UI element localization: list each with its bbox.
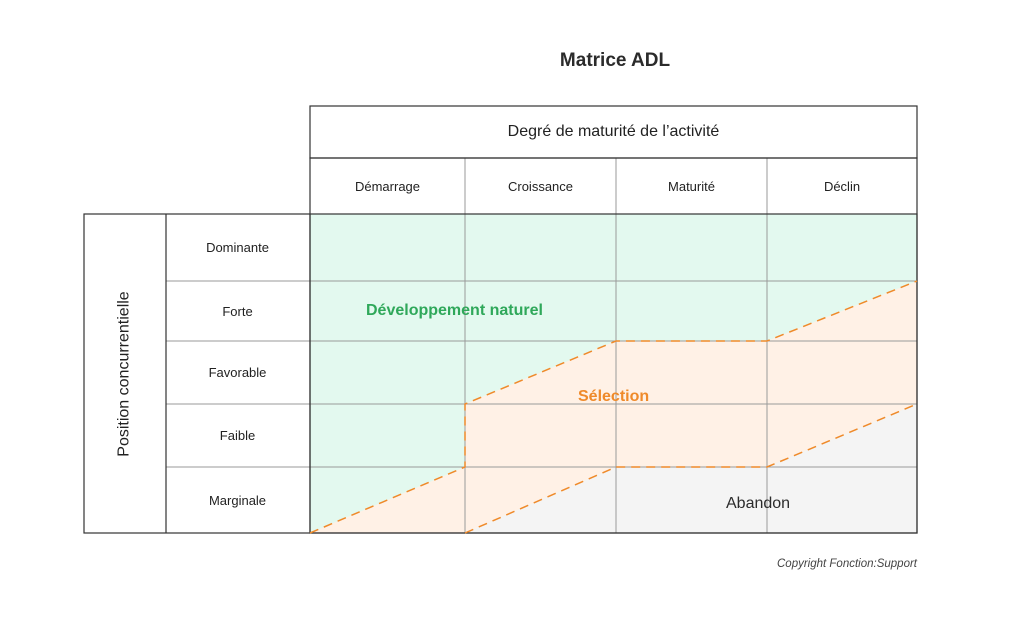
lower-boundary xyxy=(464,403,918,534)
zone-label-development: Développement naturel xyxy=(366,302,543,319)
column-header-croissance: Croissance xyxy=(507,178,574,194)
column-header-demarrage: Démarrage xyxy=(354,178,421,194)
copyright-notice: Copyright Fonction:Support xyxy=(777,558,917,570)
grid-lines xyxy=(166,158,917,533)
column-header-declin: Déclin xyxy=(823,178,861,194)
selection-zone xyxy=(310,281,917,533)
page-title: Matrice ADL xyxy=(559,50,671,71)
column-header-maturite: Maturité xyxy=(668,178,715,194)
zone-boundaries xyxy=(309,280,918,534)
row-header-faible: Faible xyxy=(219,428,256,443)
matrix-borders xyxy=(83,105,918,534)
maturity-header: Degré de maturité de l’activité xyxy=(507,123,720,140)
competitive-position-text: Position concurrentielle xyxy=(115,290,133,457)
upper-boundary xyxy=(309,280,918,534)
zone-label-abandon: Abandon xyxy=(726,495,791,512)
row-header-favorable: Favorable xyxy=(208,365,267,380)
row-header-marginale: Marginale xyxy=(208,492,267,508)
row-header-dominante: Dominante xyxy=(206,240,269,255)
competitive-position-label: Position concurrentielle xyxy=(84,214,165,533)
abandon-zone xyxy=(465,404,917,533)
row-header-forte: Forte xyxy=(222,303,253,319)
zone-label-selection: Sélection xyxy=(578,388,650,405)
